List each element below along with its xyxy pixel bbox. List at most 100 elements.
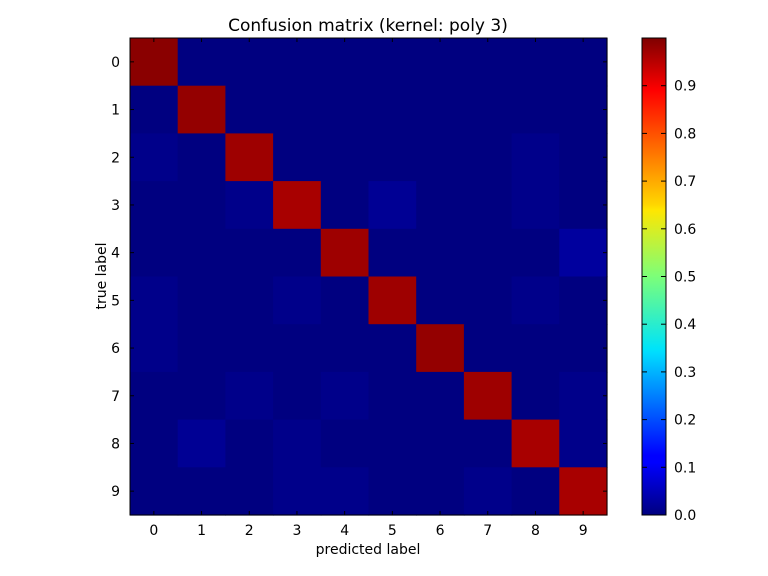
heatmap-cell: [130, 133, 179, 182]
x-tick-label: 2: [245, 523, 254, 539]
heatmap-cell: [511, 38, 560, 87]
heatmap-cell: [511, 276, 560, 325]
heatmap-cell: [177, 371, 226, 421]
x-tick-label: 8: [531, 523, 540, 539]
heatmap-cell: [177, 228, 226, 278]
heatmap-cell: [177, 85, 226, 134]
heatmap-cell: [511, 371, 560, 421]
heatmap-cell: [130, 38, 179, 87]
heatmap-cell: [416, 228, 465, 278]
heatmap-cell: [559, 85, 608, 134]
y-tick-label: 8: [111, 436, 120, 452]
heatmap-cell: [416, 324, 465, 373]
heatmap-cell: [368, 228, 417, 278]
x-tick-label: 6: [436, 523, 445, 539]
heatmap-cell: [463, 371, 513, 421]
plot-frame: [129, 37, 608, 516]
heatmap-cell: [416, 276, 465, 325]
y-tick-label: 9: [111, 484, 120, 500]
heatmap-cell: [225, 467, 274, 516]
heatmap-cell: [416, 38, 465, 87]
heatmap-cell: [273, 419, 322, 468]
heatmap-cell: [130, 467, 179, 516]
heatmap-cell: [273, 467, 322, 516]
heatmap-cell: [368, 419, 417, 468]
y-tick-label: 6: [111, 341, 120, 357]
chart-title: Confusion matrix (kernel: poly 3): [228, 16, 508, 36]
heatmap-cell: [273, 324, 322, 373]
heatmap-cell: [416, 181, 465, 230]
heatmap-cell: [273, 181, 322, 230]
heatmap-cell: [273, 228, 322, 278]
heatmap-cells: [130, 38, 608, 516]
heatmap-cell: [225, 419, 274, 468]
x-tick-label: 5: [388, 523, 397, 539]
heatmap-cell: [320, 133, 370, 182]
heatmap-cell: [559, 467, 608, 516]
heatmap-cell: [273, 133, 322, 182]
colorbar-tick-label: 0.7: [674, 174, 696, 190]
heatmap-cell: [130, 85, 179, 134]
heatmap-cell: [368, 276, 417, 325]
heatmap-cell: [273, 371, 322, 421]
heatmap-cell: [225, 276, 274, 325]
heatmap-cell: [225, 38, 274, 87]
colorbar-tick-label: 0.5: [674, 270, 696, 286]
heatmap-cell: [368, 467, 417, 516]
heatmap-cell: [320, 228, 370, 278]
heatmap-cell: [368, 133, 417, 182]
y-axis-ticks: 0 1 2 3 4 5 6 7 8 9: [111, 55, 607, 500]
heatmap-cell: [463, 324, 513, 373]
heatmap-cell: [511, 324, 560, 373]
x-axis-ticks: 0 1 2 3 4 5 6 7 8 9: [149, 38, 588, 539]
colorbar-tick-label: 0.9: [674, 79, 696, 95]
heatmap-cell: [463, 85, 513, 134]
heatmap-cell: [320, 419, 370, 468]
heatmap-cell: [511, 228, 560, 278]
heatmap-cell: [559, 419, 608, 468]
heatmap-cell: [463, 419, 513, 468]
heatmap-cell: [130, 324, 179, 373]
heatmap-cell: [130, 181, 179, 230]
heatmap-cell: [368, 181, 417, 230]
heatmap-cell: [225, 181, 274, 230]
x-tick-label: 9: [579, 523, 588, 539]
heatmap-cell: [559, 276, 608, 325]
colorbar-tick-label: 0.6: [674, 222, 696, 238]
heatmap-cell: [177, 467, 226, 516]
heatmap-cell: [320, 324, 370, 373]
heatmap-cell: [177, 419, 226, 468]
heatmap-cell: [368, 85, 417, 134]
heatmap-cell: [130, 419, 179, 468]
heatmap-cell: [463, 38, 513, 87]
heatmap-cell: [463, 276, 513, 325]
heatmap-cell: [368, 324, 417, 373]
y-tick-label: 3: [111, 198, 120, 214]
heatmap-cell: [511, 133, 560, 182]
x-tick-label: 3: [292, 523, 301, 539]
colorbar-ticks: 0.0 0.1 0.2 0.3 0.4 0.5 0.6 0.7 0.8 0.9: [642, 79, 696, 524]
heatmap-cell: [177, 38, 226, 87]
heatmap-cell: [559, 38, 608, 87]
heatmap-cell: [463, 228, 513, 278]
heatmap-cell: [225, 371, 274, 421]
heatmap-cell: [559, 133, 608, 182]
heatmap-cell: [511, 181, 560, 230]
heatmap-cell: [320, 38, 370, 87]
heatmap-cell: [416, 467, 465, 516]
x-tick-label: 4: [340, 523, 349, 539]
heatmap-cell: [130, 276, 179, 325]
y-axis-label: true label: [94, 242, 110, 309]
heatmap-cell: [130, 228, 179, 278]
colorbar-tick-label: 0.3: [674, 365, 696, 381]
colorbar-tick-label: 0.0: [674, 508, 696, 524]
x-axis-label: predicted label: [316, 542, 421, 558]
heatmap-cell: [273, 276, 322, 325]
heatmap-cell: [559, 371, 608, 421]
heatmap-cell: [225, 228, 274, 278]
heatmap-cell: [177, 276, 226, 325]
y-tick-label: 7: [111, 389, 120, 405]
heatmap-cell: [320, 181, 370, 230]
